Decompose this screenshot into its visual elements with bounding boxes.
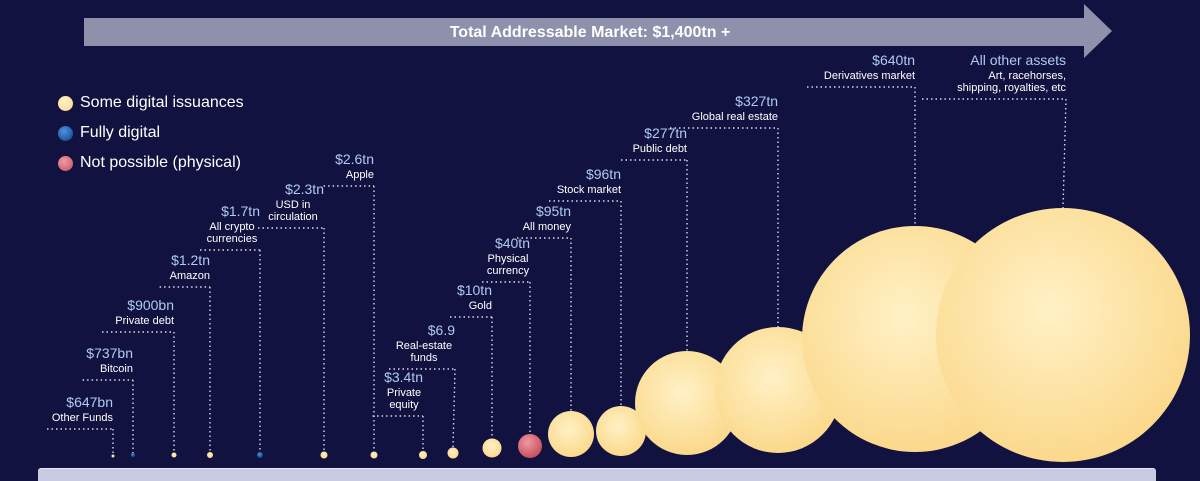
bubble-public-debt [635, 351, 739, 455]
pink-dot-icon [58, 155, 73, 171]
bubble-category-label: currencies [207, 233, 258, 245]
bubble-category-label: Real-estate [396, 340, 452, 352]
bubble-value-label: $2.6tn [335, 151, 374, 167]
bubble-category-label: Gold [469, 300, 492, 312]
tam-arrow-shape [84, 4, 1112, 58]
bubble-amazon [207, 452, 213, 458]
legend-label: Not possible (physical) [80, 154, 241, 171]
bubble-usd-in-circulation [320, 451, 328, 459]
legend-item-digital-issuances: Some digital issuances [58, 88, 244, 118]
bubble-category-label: Private [387, 387, 421, 399]
legend-label: Fully digital [80, 124, 161, 141]
bubble-category-label: shipping, royalties, etc [957, 82, 1066, 94]
bubble-all-money [548, 411, 594, 457]
bubble-art-racehorses-shipping-royalties-etc [936, 208, 1190, 462]
bubble-category-label: Bitcoin [100, 363, 133, 375]
bubble-real-estate-funds [447, 447, 459, 459]
bubble-value-label: $2.3tn [285, 181, 324, 197]
bubble-category-label: Public debt [633, 143, 687, 155]
bottom-panel-edge [38, 468, 1156, 481]
bubble-other-funds [111, 454, 115, 458]
bubble-value-label: $277tn [644, 125, 687, 141]
bubble-category-label: currency [487, 265, 530, 277]
bubble-category-label: funds [411, 352, 438, 364]
bubble-category-label: Private debt [115, 315, 174, 327]
leader-lines [47, 86, 1067, 455]
bubble-gold [482, 438, 502, 458]
tam-arrow: Total Addressable Market: $1,400tn + [84, 4, 1112, 58]
bubble-value-label: $900bn [127, 297, 174, 313]
bubble-category-label: Derivatives market [824, 70, 915, 82]
bubble-all-crypto-currencies [257, 452, 263, 458]
bubble-category-label: Global real estate [692, 111, 778, 123]
blue-dot-icon [58, 125, 73, 141]
bubble-bitcoin [131, 453, 135, 457]
bubble-category-label: USD in [276, 199, 311, 211]
bubble-value-label: $327tn [735, 93, 778, 109]
bubble-value-label: $640tn [872, 52, 915, 68]
bubble-category-label: All money [523, 221, 572, 233]
bubbles [111, 208, 1190, 462]
pale-yellow-dot-icon [58, 95, 73, 111]
bubble-category-label: Stock market [557, 184, 621, 196]
legend-label: Some digital issuances [80, 94, 244, 111]
tam-title: Total Addressable Market: $1,400tn + [450, 24, 731, 41]
bubble-value-label: $647bn [66, 394, 113, 410]
bubble-value-label: $1.2tn [171, 252, 210, 268]
legend: Some digital issuances Fully digital Not… [58, 88, 244, 178]
bubble-value-label: $40tn [495, 235, 530, 251]
bubble-value-label: $737bn [86, 345, 133, 361]
bubble-category-label: equity [389, 399, 419, 411]
bubble-value-label: $6.9 [428, 322, 455, 338]
legend-item-fully-digital: Fully digital [58, 118, 244, 148]
bubble-value-label: $10tn [457, 282, 492, 298]
bubble-category-label: Physical [488, 253, 529, 265]
leader-line [452, 368, 456, 448]
bubble-category-label: Amazon [170, 270, 210, 282]
bubble-stock-market [596, 406, 646, 456]
legend-item-physical: Not possible (physical) [58, 148, 244, 178]
bubble-category-label: circulation [268, 211, 318, 223]
bubble-category-label: Other Funds [52, 412, 114, 424]
bubble-category-label: All crypto [209, 221, 254, 233]
bubble-private-debt [171, 452, 177, 458]
bubble-physical-currency [518, 434, 542, 458]
bubble-category-label: Apple [346, 169, 374, 181]
bubble-private-equity [419, 451, 427, 459]
bubble-value-label: All other assets [970, 52, 1066, 68]
bubble-value-label: $3.4tn [384, 369, 423, 385]
bubble-value-label: $96tn [586, 166, 621, 182]
leader-line [1062, 98, 1067, 209]
bubble-apple [370, 451, 378, 459]
bubble-category-label: Art, racehorses, [988, 70, 1066, 82]
bubble-value-label: $95tn [536, 203, 571, 219]
bubble-labels: $647bn Other Funds $737bn Bitcoin $900bn Priv… [52, 52, 1067, 424]
bubble-value-label: $1.7tn [221, 203, 260, 219]
